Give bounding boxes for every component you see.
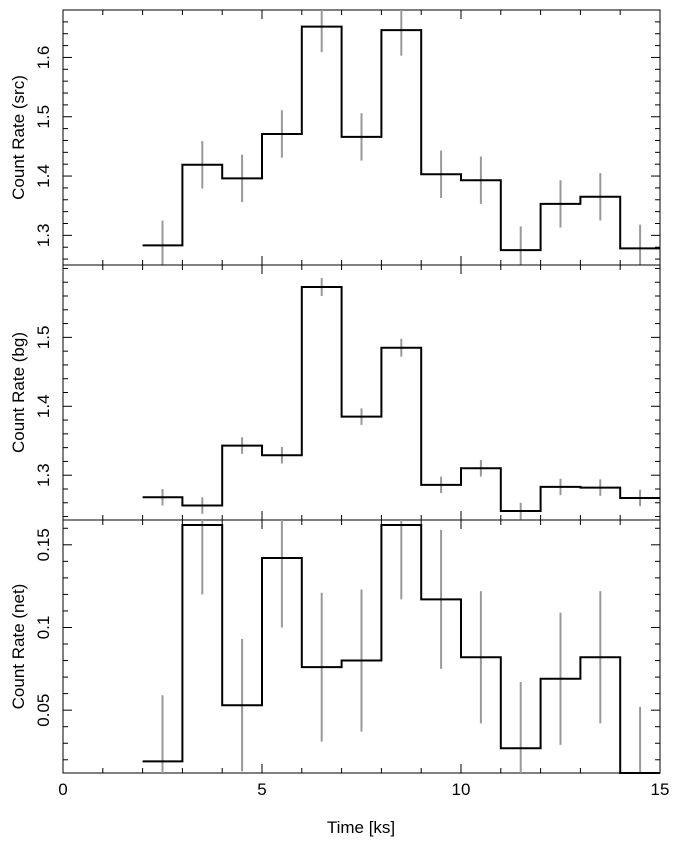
step-line-net: [142, 523, 660, 774]
panel-src: 1.3 1.4 1.5 1.6 Count Rate (src): [9, 9, 661, 266]
y-tick-label: 1.5: [34, 105, 53, 129]
y-axis-label-src: Count Rate (src): [9, 75, 28, 200]
x-axis-label: Time [ks]: [327, 818, 395, 837]
y-axis-label-net: Count Rate (net): [9, 584, 28, 710]
y-tick-label: 0.15: [34, 528, 53, 561]
y-tick-label: 1.4: [34, 394, 53, 418]
y-tick-label: 0.1: [34, 616, 53, 640]
y-axis-label-bg: Count Rate (bg): [9, 332, 28, 453]
y-tick-label: 1.4: [34, 164, 53, 188]
x-tick-label: 5: [257, 780, 266, 799]
plot-frame-bg: [62, 264, 661, 521]
panel-bg: 1.3 1.4 1.5 Count Rate (bg): [9, 264, 661, 521]
y-tick-label: 1.3: [34, 224, 53, 248]
y-tick-label: 1.5: [34, 326, 53, 350]
y-tick-label: 1.3: [34, 463, 53, 487]
step-line-src: [142, 25, 660, 252]
panel-net: 0.05 0.1 0.15 Count Rate (net) 0 5 10 15: [9, 519, 670, 799]
plot-frame-net: [62, 519, 661, 774]
y-tick-label: 0.05: [34, 694, 53, 727]
x-tick-label: 15: [651, 780, 670, 799]
step-line-bg: [142, 286, 660, 513]
x-tick-label: 0: [58, 780, 67, 799]
y-tick-label: 1.6: [34, 46, 53, 70]
x-tick-label: 10: [452, 780, 471, 799]
